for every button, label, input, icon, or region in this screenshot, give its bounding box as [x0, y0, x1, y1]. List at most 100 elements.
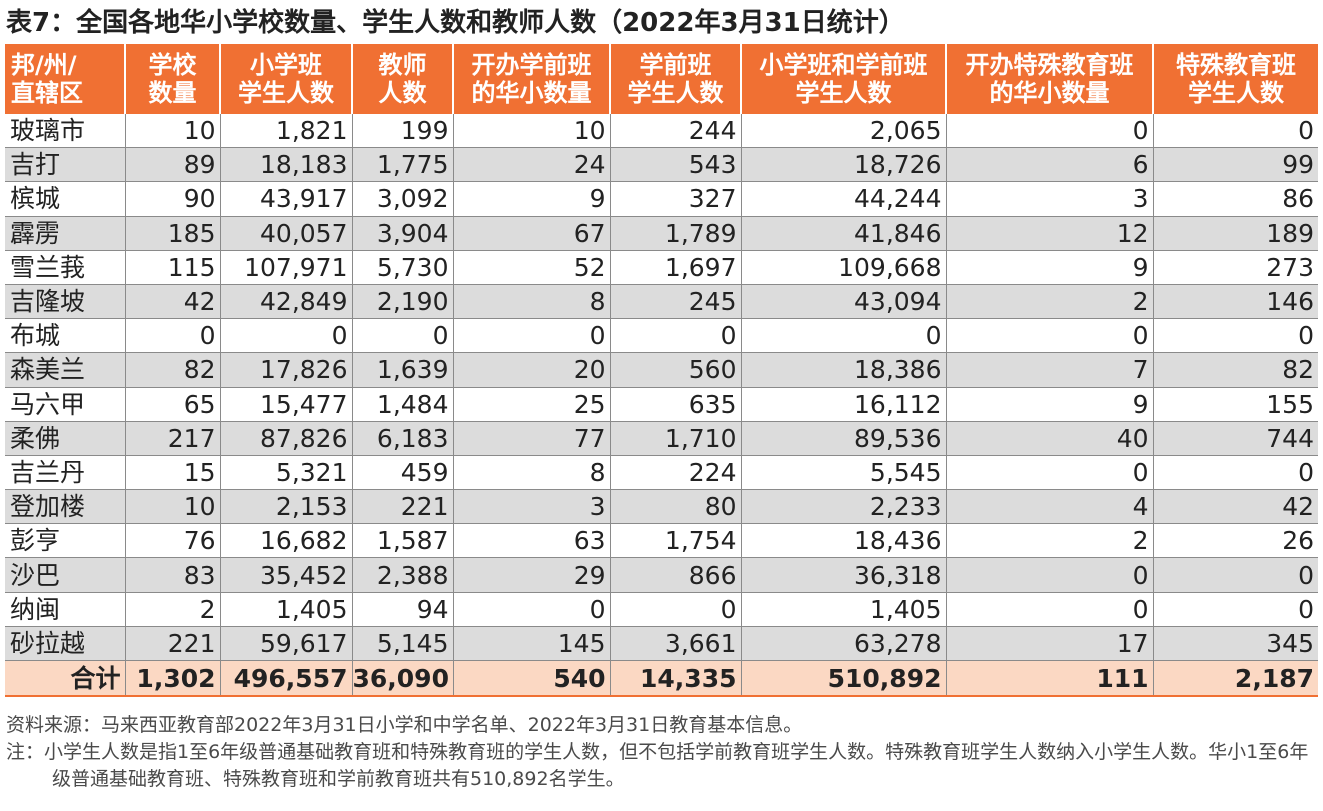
- value-cell: 5,730: [352, 250, 454, 285]
- region-name-cell: 马六甲: [5, 387, 126, 422]
- value-cell: 3,092: [352, 181, 454, 217]
- value-cell: 82: [125, 352, 221, 388]
- value-cell: 35,452: [220, 557, 353, 593]
- column-header: 开办学前班 的华小数量: [453, 44, 611, 114]
- region-name-cell: 槟城: [5, 181, 126, 217]
- value-cell: 63: [453, 523, 611, 559]
- column-header: 学校 数量: [125, 44, 221, 114]
- table-body: 玻璃市 10 1,821 199 10 244 2,065 0 0 吉打 89 18,183 1,775…: [5, 114, 1318, 697]
- value-cell: 1,789: [610, 216, 742, 251]
- value-cell: 29: [453, 557, 611, 593]
- value-cell: 0: [946, 318, 1154, 354]
- table-row: 槟城 90 43,917 3,092 9 327 44,244 3 86: [5, 181, 1318, 217]
- column-header-line: 学生人数: [238, 79, 334, 107]
- value-cell: 217: [125, 421, 221, 456]
- value-cell: 17: [946, 626, 1154, 662]
- value-cell: 43,917: [220, 181, 353, 217]
- value-cell: 0: [610, 592, 742, 627]
- value-cell: 0: [946, 114, 1154, 149]
- column-header-line: 学生人数: [627, 79, 724, 107]
- value-cell: 5,545: [741, 455, 947, 491]
- value-cell: 459: [352, 455, 454, 491]
- value-cell: 67: [453, 216, 611, 251]
- value-cell: 199: [352, 114, 454, 149]
- value-cell: 94: [352, 592, 454, 627]
- region-name-cell: 雪兰莪: [5, 250, 126, 285]
- value-cell: 42: [125, 284, 221, 320]
- value-cell: 18,183: [220, 147, 353, 183]
- value-cell: 77: [453, 421, 611, 456]
- value-cell: 1,484: [352, 387, 454, 422]
- table-row: 森美兰 82 17,826 1,639 20 560 18,386 7 82: [5, 352, 1318, 388]
- value-cell: 0: [220, 318, 353, 354]
- column-header-line: 开办学前班: [471, 51, 592, 79]
- value-cell: 2,065: [741, 114, 947, 149]
- value-cell: 18,436: [741, 523, 947, 559]
- school-statistics-table: 邦/州/直辖区 学校 数量 小学班 学生人数 教师 人数 开办学前班 的华小数量 学前班 学生人数小…: [5, 44, 1318, 697]
- value-cell: 866: [610, 557, 742, 593]
- value-cell: 87,826: [220, 421, 353, 456]
- region-name-cell: 布城: [5, 318, 126, 354]
- value-cell: 76: [125, 523, 221, 559]
- column-header-line: 开办特殊教育班: [965, 51, 1134, 79]
- column-header-line: 邦/州/: [11, 51, 77, 79]
- total-value-cell: 36,090: [352, 660, 454, 697]
- value-cell: 42,849: [220, 284, 353, 320]
- value-cell: 273: [1153, 250, 1318, 285]
- region-name-cell: 柔佛: [5, 421, 126, 456]
- column-header-line: 学校: [148, 51, 197, 79]
- total-value-cell: 111: [946, 660, 1154, 697]
- value-cell: 12: [946, 216, 1154, 251]
- value-cell: 18,726: [741, 147, 947, 183]
- value-cell: 0: [453, 592, 611, 627]
- total-row: 合计 1,302 496,557 36,090 540 14,335 510,892 111 2…: [5, 660, 1318, 697]
- column-header-line: 的华小数量: [989, 79, 1110, 107]
- value-cell: 1,587: [352, 523, 454, 559]
- column-header-line: 人数: [378, 79, 427, 107]
- column-header: 开办特殊教育班 的华小数量: [946, 44, 1154, 114]
- region-name-cell: 沙巴: [5, 557, 126, 593]
- value-cell: 20: [453, 352, 611, 388]
- value-cell: 2: [946, 284, 1154, 320]
- table-row: 柔佛 217 87,826 6,183 77 1,710 89,536 40 744: [5, 421, 1318, 456]
- header-row: 邦/州/直辖区 学校 数量 小学班 学生人数 教师 人数 开办学前班 的华小数量 学前班 学生人数小…: [5, 44, 1318, 114]
- value-cell: 3: [453, 489, 611, 525]
- value-cell: 86: [1153, 181, 1318, 217]
- value-cell: 2,233: [741, 489, 947, 525]
- value-cell: 221: [352, 489, 454, 525]
- value-cell: 5,145: [352, 626, 454, 662]
- table-row: 登加楼 10 2,153 221 3 80 2,233 4 42: [5, 489, 1318, 525]
- value-cell: 99: [1153, 147, 1318, 183]
- value-cell: 2,190: [352, 284, 454, 320]
- value-cell: 0: [946, 455, 1154, 491]
- column-header-line: 直辖区: [11, 79, 83, 107]
- value-cell: 4: [946, 489, 1154, 525]
- total-value-cell: 496,557: [220, 660, 353, 697]
- value-cell: 26: [1153, 523, 1318, 559]
- value-cell: 10: [453, 114, 611, 149]
- value-cell: 109,668: [741, 250, 947, 285]
- column-header-line: 的华小数量: [471, 79, 592, 107]
- value-cell: 24: [453, 147, 611, 183]
- value-cell: 1,775: [352, 147, 454, 183]
- value-cell: 89,536: [741, 421, 947, 456]
- value-cell: 42: [1153, 489, 1318, 525]
- value-cell: 15: [125, 455, 221, 491]
- value-cell: 1,405: [741, 592, 947, 627]
- column-header-line: 数量: [148, 79, 197, 107]
- value-cell: 8: [453, 455, 611, 491]
- total-value-cell: 510,892: [741, 660, 947, 697]
- value-cell: 744: [1153, 421, 1318, 456]
- column-header-line: 学生人数: [1188, 79, 1284, 107]
- table-row: 吉兰丹 15 5,321 459 8 224 5,545 0 0: [5, 455, 1318, 491]
- table-row: 沙巴 83 35,452 2,388 29 866 36,318 0 0: [5, 557, 1318, 593]
- value-cell: 52: [453, 250, 611, 285]
- value-cell: 10: [125, 114, 221, 149]
- column-header: 教师 人数: [352, 44, 454, 114]
- column-header: 小学班 学生人数: [220, 44, 353, 114]
- source-note: 资料来源：马来西亚教育部2022年3月31日小学和中学名单、2022年3月31日…: [6, 714, 803, 736]
- value-cell: 1,405: [220, 592, 353, 627]
- value-cell: 59,617: [220, 626, 353, 662]
- total-value-cell: 1,302: [125, 660, 221, 697]
- value-cell: 221: [125, 626, 221, 662]
